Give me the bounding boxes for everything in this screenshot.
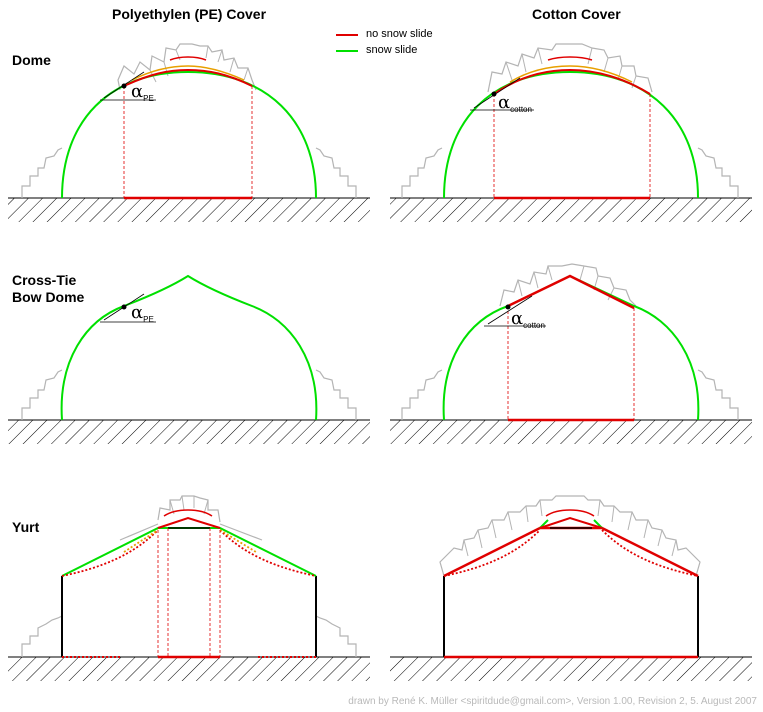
angle-label-dome-cotton: αcotton [498, 92, 532, 115]
dome-arch [61, 70, 317, 199]
snow-cap [117, 43, 257, 91]
ground-yurt-pe [8, 657, 370, 681]
yurt-pe [21, 495, 357, 659]
no-slide-cap [493, 68, 651, 95]
row-title-yurt: Yurt [12, 519, 40, 535]
snow-pile-left [21, 147, 63, 198]
row-title-crosstie-2: Bow Dome [12, 289, 85, 305]
column-title-pe: Polyethylen (PE) Cover [112, 6, 267, 22]
ground-dome-pe [8, 198, 370, 222]
dome-cotton [401, 43, 739, 200]
ground-crosstie-cotton [390, 420, 752, 444]
angle-label-dome-pe: αPE [131, 81, 154, 104]
snow-pile-right [315, 369, 357, 420]
crosstie-arch [60, 274, 318, 421]
ground-dome-cotton [390, 198, 752, 222]
snow-cap [499, 263, 637, 307]
ground-yurt-cotton [390, 657, 752, 681]
ground-crosstie-pe [8, 420, 370, 444]
yurt-roof [61, 527, 317, 577]
snow-pile-right [315, 615, 357, 657]
ground-hatches [8, 197, 752, 681]
credit-line: drawn by René K. Müller <spiritdude@gmai… [348, 696, 757, 707]
snow-cap [439, 495, 701, 577]
snow-pile-left [21, 369, 63, 420]
row-title-crosstie-1: Cross-Tie [12, 272, 77, 288]
sag-curve-left [443, 529, 541, 577]
snow-pile-right [697, 147, 739, 198]
crosstie-cotton [401, 263, 739, 422]
angle-point [121, 304, 127, 310]
snow-cap [487, 43, 653, 93]
angle-point [491, 91, 497, 97]
snow-pile-right [315, 147, 357, 198]
sag-curve-right [219, 529, 317, 577]
angle-label-crosstie-pe: αPE [131, 302, 154, 325]
no-slide-cap [123, 68, 253, 87]
sag-curve-right [601, 529, 699, 577]
column-title-cotton: Cotton Cover [532, 6, 621, 22]
row-title-dome: Dome [12, 52, 51, 68]
dome-pe [21, 43, 357, 200]
dome-arch [443, 70, 699, 199]
legend-slide-label: snow slide [366, 44, 418, 56]
snow-pile-left [401, 147, 443, 198]
snow-pile-right [697, 369, 739, 420]
snow-cap [157, 495, 221, 523]
angle-point [505, 304, 511, 310]
no-slide-cap [507, 274, 635, 310]
legend-no-slide-label: no snow slide [366, 28, 433, 40]
yurt-cotton [439, 495, 701, 659]
yurt-roof [443, 526, 699, 578]
angle-label-crosstie-cotton: αcotton [511, 308, 545, 331]
sag-curve-left [61, 529, 159, 577]
crosstie-pe [21, 274, 357, 421]
angle-point [121, 83, 127, 89]
snow-pile-left [401, 369, 443, 420]
snow-pile-left [21, 615, 63, 657]
legend [336, 34, 358, 52]
crosstie-arch [442, 274, 700, 421]
